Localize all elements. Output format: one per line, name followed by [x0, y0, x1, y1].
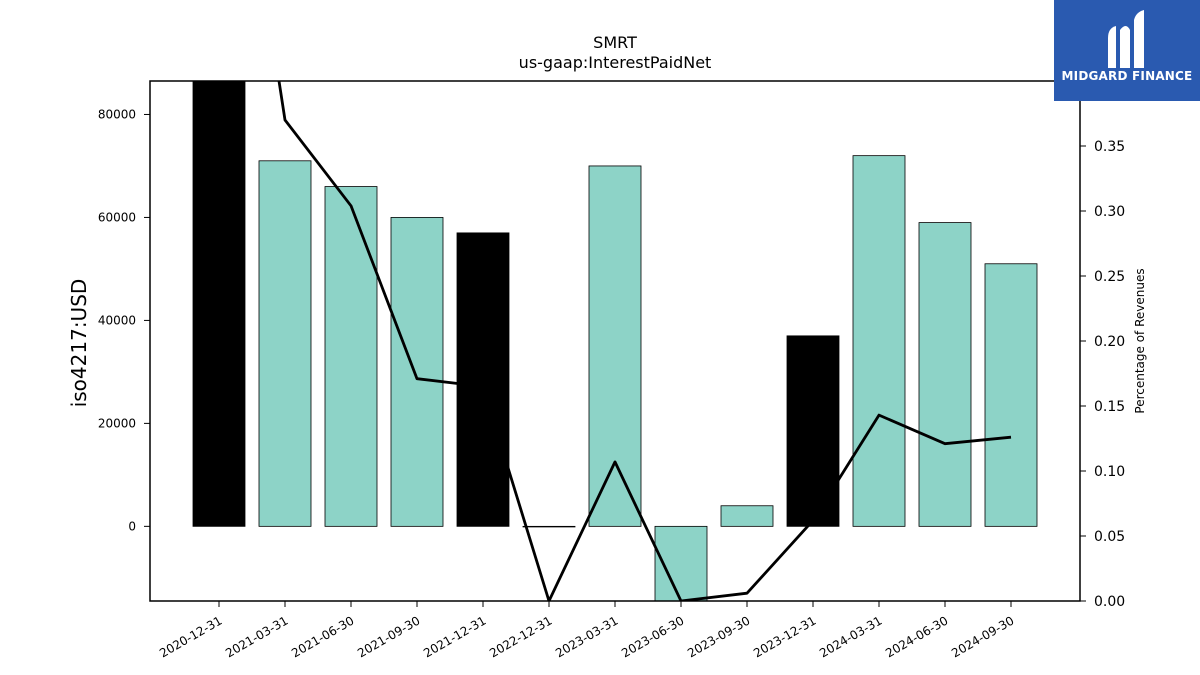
bar-2020-12-31	[192, 80, 246, 527]
y2-tick-label: 0.00	[1094, 594, 1125, 610]
x-tick-label: 2023-03-31	[553, 613, 620, 660]
y2-tick-label: 0.15	[1094, 399, 1125, 415]
y2-axis-label: Percentage of Revenues	[1133, 268, 1147, 413]
bars-group	[192, 80, 1038, 602]
y-axis-label: iso4217:USD	[67, 279, 91, 408]
bar-2024-06-30	[918, 222, 972, 527]
x-axis: 2020-12-312021-03-312021-06-302021-09-30…	[157, 601, 1017, 660]
bar-2021-03-31	[258, 160, 312, 527]
bar-2021-09-30	[390, 217, 444, 527]
line-group	[277, 81, 1012, 601]
x-tick-label: 2024-06-30	[883, 613, 950, 660]
chart-title: SMRT	[593, 33, 637, 52]
x-tick-label: 2023-06-30	[619, 613, 686, 660]
logo-text: MIDGARD FINANCE	[1061, 69, 1193, 83]
x-tick-label: 2023-09-30	[685, 613, 752, 660]
x-tick-label: 2021-12-31	[421, 613, 488, 660]
y2-tick-label: 0.25	[1094, 269, 1125, 285]
y-tick-label: 0	[128, 519, 136, 533]
x-tick-label: 2024-03-31	[817, 613, 884, 660]
y2-tick-label: 0.35	[1094, 139, 1125, 155]
y2-tick-label: 0.20	[1094, 334, 1125, 350]
bar-2023-09-30	[720, 505, 774, 527]
y2-axis: 0.000.050.100.150.200.250.300.350.40	[1080, 74, 1125, 610]
y-tick-label: 40000	[98, 313, 136, 327]
y2-tick-label: 0.05	[1094, 529, 1125, 545]
x-tick-label: 2023-12-31	[751, 613, 818, 660]
y2-tick-label: 0.30	[1094, 204, 1125, 220]
bar-2022-12-31	[522, 525, 576, 528]
midgard-finance-logo: MIDGARD FINANCE	[1054, 0, 1200, 101]
y-tick-label: 80000	[98, 107, 136, 121]
bar-2021-12-31	[456, 232, 510, 527]
x-tick-label: 2021-06-30	[289, 613, 356, 660]
bar-2024-03-31	[852, 155, 906, 527]
bar-2024-09-30	[984, 263, 1038, 527]
x-tick-label: 2021-03-31	[223, 613, 290, 660]
logo-mark-icon	[1108, 10, 1144, 68]
x-tick-label: 2020-12-31	[157, 613, 224, 660]
bar-2023-12-31	[786, 335, 840, 527]
x-tick-label: 2021-09-30	[355, 613, 422, 660]
bar-2021-06-30	[324, 186, 378, 527]
chart-subtitle: us-gaap:InterestPaidNet	[519, 53, 712, 72]
y-tick-label: 20000	[98, 416, 136, 430]
bar-2023-03-31	[588, 165, 642, 527]
x-tick-label: 2024-09-30	[949, 613, 1016, 660]
y-tick-label: 60000	[98, 210, 136, 224]
x-tick-label: 2022-12-31	[487, 613, 554, 660]
y-axis: 0 20000 40000 60000 80000	[98, 107, 150, 533]
y2-tick-label: 0.10	[1094, 464, 1125, 480]
percentage-of-revenues-line	[277, 81, 1012, 601]
